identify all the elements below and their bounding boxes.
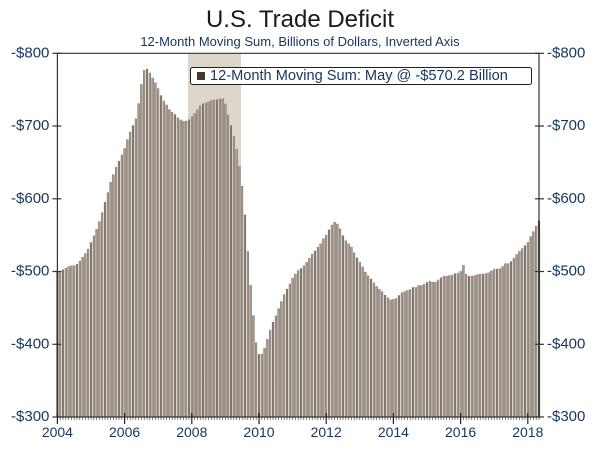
svg-text:-$600: -$600 [11,190,49,207]
svg-text:-$300: -$300 [11,408,49,425]
svg-text:-$700: -$700 [11,117,49,134]
svg-text:-$700: -$700 [547,117,585,134]
svg-text:2018: 2018 [512,424,543,440]
svg-text:2012: 2012 [311,424,342,440]
svg-text:-$500: -$500 [11,262,49,279]
svg-text:-$400: -$400 [547,335,585,352]
svg-text:-$300: -$300 [547,408,585,425]
svg-text:2010: 2010 [243,424,274,440]
svg-text:-$500: -$500 [547,262,585,279]
svg-text:2014: 2014 [378,424,409,440]
svg-text:-$600: -$600 [547,190,585,207]
svg-text:2006: 2006 [109,424,140,440]
svg-text:2004: 2004 [42,424,73,440]
svg-text:2008: 2008 [176,424,207,440]
svg-text:2016: 2016 [445,424,476,440]
svg-text:-$400: -$400 [11,335,49,352]
